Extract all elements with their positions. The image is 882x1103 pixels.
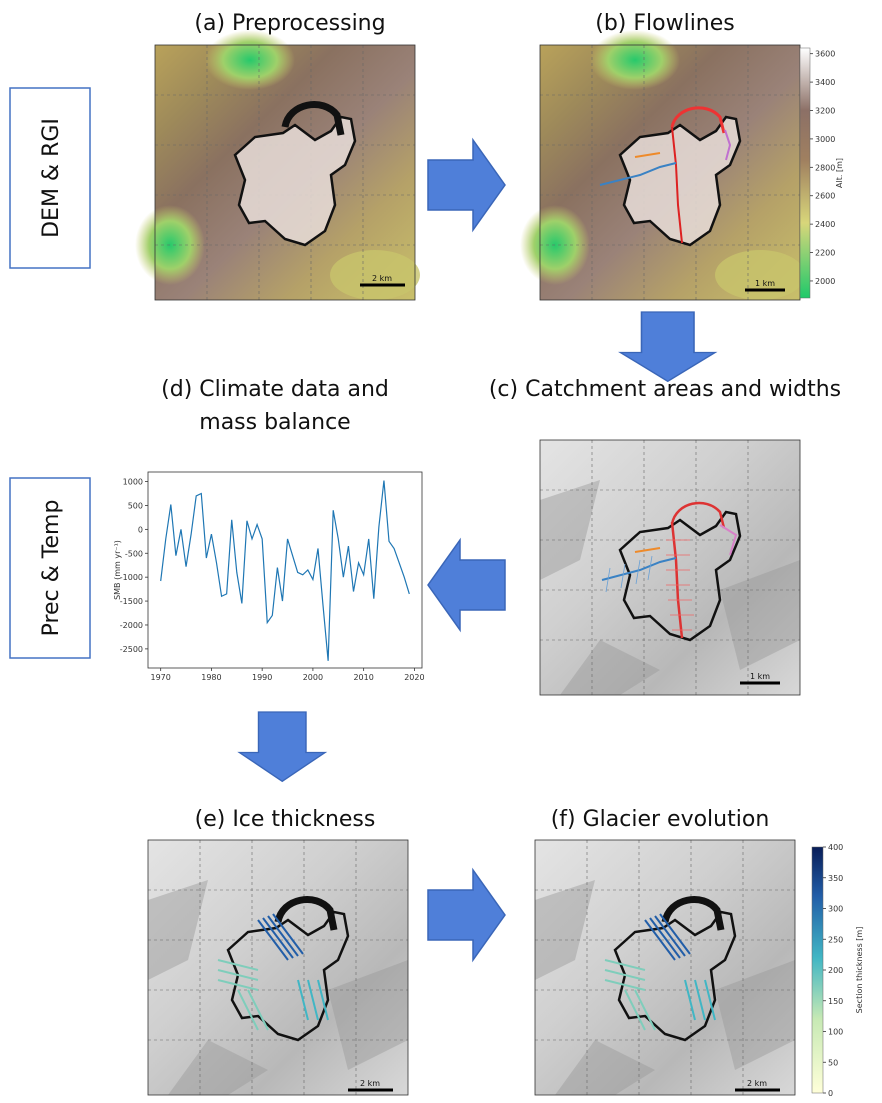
map-e: 2 km — [147, 839, 409, 1096]
panel-title: (b) Flowlines — [595, 11, 735, 36]
y-axis-label: SMB (mm yr⁻¹) — [113, 540, 122, 600]
arrow — [238, 711, 326, 783]
y-tick-label: -500 — [125, 549, 143, 558]
x-tick-label: 1990 — [252, 673, 272, 682]
colorbar-tick-label: 250 — [828, 935, 843, 944]
panel-title: (f) Glacier evolution — [551, 807, 770, 832]
arrow — [427, 539, 506, 631]
panel-title: mass balance — [199, 410, 350, 435]
x-tick-label: 1980 — [201, 673, 221, 682]
colorbar-tick-label: 2800 — [815, 163, 835, 172]
y-tick-label: -1000 — [120, 573, 143, 582]
arrow — [427, 869, 506, 961]
x-tick-label: 2020 — [404, 673, 424, 682]
x-tick-label: 2010 — [353, 673, 373, 682]
colorbar-tick-label: 100 — [828, 1028, 843, 1037]
map-f: 2 km — [534, 839, 796, 1096]
arrow — [427, 139, 506, 231]
colorbar-tick-label: 0 — [828, 1089, 833, 1098]
map-b: 1 km — [520, 30, 805, 301]
smb-chart: SMB (mm yr⁻¹) 1000 500 0 -500 -1000 -1500 -200… — [113, 471, 425, 682]
colorbar-tick-label: 3400 — [815, 78, 835, 87]
scale-label: 1 km — [755, 279, 775, 288]
map-c: 1 km — [539, 439, 801, 696]
y-tick-label: -1500 — [120, 597, 143, 606]
side-box — [9, 87, 91, 269]
colorbar-tick-label: 400 — [828, 843, 843, 852]
x-tick-label: 1970 — [151, 673, 171, 682]
colorbar-tick-label: 3200 — [815, 107, 835, 116]
panel-title: (e) Ice thickness — [195, 807, 376, 832]
colorbar-tick-label: 200 — [828, 966, 843, 975]
colorbar-tick-label: 2400 — [815, 220, 835, 229]
side-box — [9, 477, 91, 659]
colorbar-label: Alt. [m] — [835, 158, 844, 188]
panel-title: (d) Climate data and — [161, 377, 389, 402]
side-label: Prec & Temp — [39, 500, 64, 637]
colorbar-tick-label: 3600 — [815, 50, 835, 59]
colorbar-tick-label: 350 — [828, 874, 843, 883]
colorbar-tick-label: 2600 — [815, 192, 835, 201]
colorbar-tick-label: 50 — [828, 1058, 838, 1067]
elevation-colorbar — [799, 47, 811, 299]
y-tick-label: -2500 — [120, 645, 143, 654]
y-tick-label: 1000 — [123, 478, 143, 487]
y-tick-label: -2000 — [120, 621, 143, 630]
smb-line — [160, 480, 410, 661]
panel-title: (a) Preprocessing — [194, 11, 385, 36]
scale-label: 1 km — [750, 672, 770, 681]
x-tick-label: 2000 — [303, 673, 323, 682]
scale-label: 2 km — [372, 274, 392, 283]
thickness-colorbar — [811, 846, 824, 1094]
colorbar-tick-label: 300 — [828, 905, 843, 914]
side-label: DEM & RGI — [39, 118, 64, 238]
colorbar-label: Section thickness [m] — [855, 927, 864, 1014]
colorbar-tick-label: 150 — [828, 997, 843, 1006]
colorbar-tick-label: 2000 — [815, 277, 835, 286]
panel-title: (c) Catchment areas and widths — [489, 377, 841, 402]
scale-label: 2 km — [360, 1079, 380, 1088]
y-tick-label: 500 — [128, 501, 143, 510]
map-a: 2 km — [135, 30, 420, 301]
scale-label: 2 km — [747, 1079, 767, 1088]
y-tick-label: 0 — [138, 525, 143, 534]
colorbar-tick-label: 3000 — [815, 135, 835, 144]
arrow — [619, 311, 716, 383]
colorbar-tick-label: 2200 — [815, 249, 835, 258]
